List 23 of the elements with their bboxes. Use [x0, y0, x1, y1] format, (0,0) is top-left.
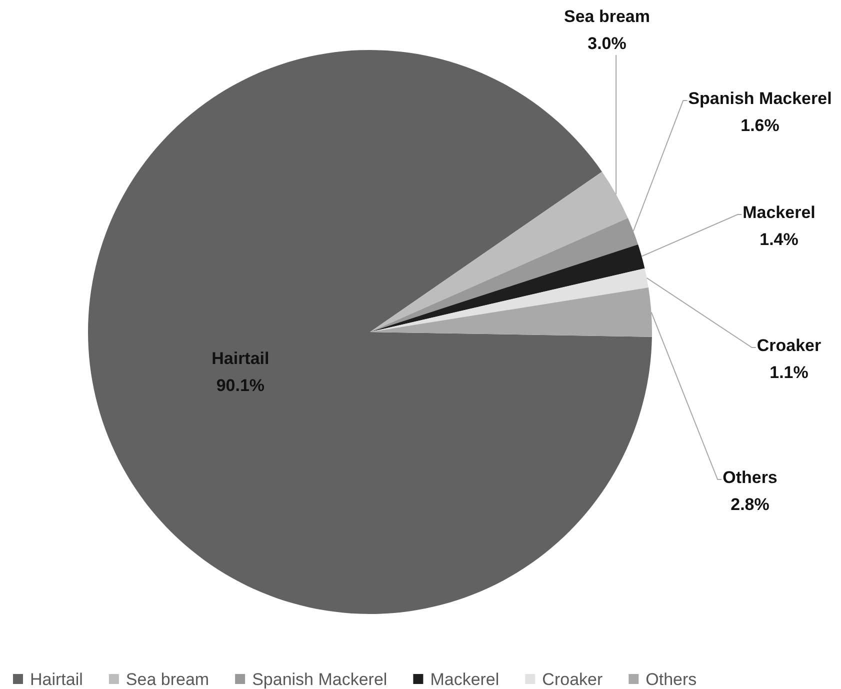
data-label: 2.8%: [730, 495, 770, 514]
data-label: 3.0%: [588, 34, 626, 53]
pie-slice: [370, 244, 645, 332]
slice-label: Others: [722, 468, 778, 487]
data-label: 1.4%: [760, 230, 798, 249]
slice-label: Sea bream: [564, 7, 650, 26]
pie-slice: [370, 172, 628, 332]
legend-label: Mackerel: [430, 670, 500, 689]
pie-slice: [370, 268, 648, 332]
pie-slice: [370, 218, 638, 332]
slice-label: Croaker: [756, 336, 822, 355]
data-label: 1.1%: [770, 363, 808, 382]
slice-label: Mackerel: [742, 203, 816, 222]
legend-label: Sea bream: [126, 670, 210, 689]
pie-slice: [88, 50, 652, 614]
legend-label: Hairtail: [30, 670, 83, 689]
slice-label: Spanish Mackerel: [688, 89, 832, 108]
slice-label: Hairtail: [212, 349, 270, 368]
legend-label: Croaker: [542, 670, 603, 689]
legend-label: Others: [646, 670, 697, 689]
legend-label: Spanish Mackerel: [252, 670, 388, 689]
data-label: 1.6%: [740, 116, 780, 135]
data-label: 90.1%: [216, 376, 265, 396]
